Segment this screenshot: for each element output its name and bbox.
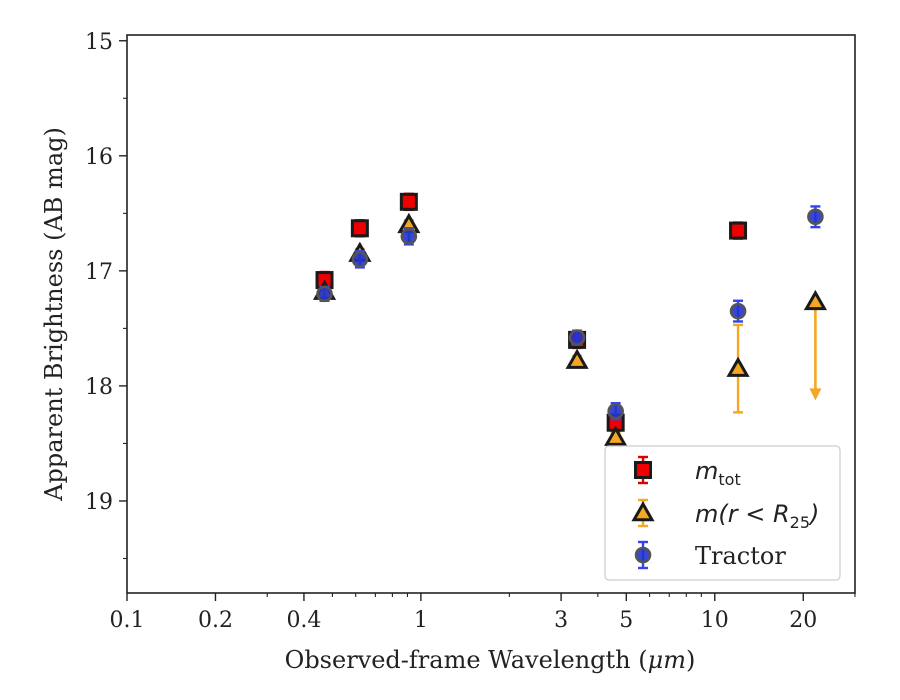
data-point-circle — [351, 251, 369, 268]
x-tick-label: 0.4 — [286, 608, 321, 633]
x-tick-label: 3 — [554, 608, 568, 633]
data-point-triangle — [726, 356, 750, 377]
y-tick-label: 18 — [85, 375, 113, 400]
x-tick-label: 10 — [701, 608, 729, 633]
data-point-circle — [634, 546, 652, 564]
y-tick-label: 17 — [85, 260, 113, 285]
data-point-triangle — [803, 289, 827, 311]
x-axis-label: Observed-frame Wavelength (μm) — [285, 646, 696, 674]
x-tick-label: 0.1 — [110, 608, 145, 633]
data-point-circle — [400, 228, 418, 245]
x-tick-label: 5 — [619, 608, 633, 633]
data-point-square — [729, 221, 748, 240]
data-point-triangle — [565, 348, 589, 369]
data-point-square — [399, 192, 418, 211]
series-mr25 — [312, 212, 827, 446]
data-point-square — [350, 219, 369, 238]
data-point-circle — [607, 402, 624, 420]
data-point-square — [634, 461, 652, 479]
y-axis-label: Apparent Brightness (AB mag) — [40, 127, 68, 502]
data-point-circle — [316, 285, 333, 303]
data-point-circle — [729, 302, 747, 320]
legend-box — [604, 445, 841, 581]
y-tick-label: 16 — [85, 145, 113, 170]
series-tractor — [316, 205, 824, 421]
data-point-circle — [568, 329, 586, 346]
x-tick-label: 20 — [789, 608, 817, 633]
data-point-circle — [807, 208, 824, 226]
upper-limit-arrow — [809, 388, 822, 401]
legend-label-mtot: mtot — [695, 457, 741, 489]
data-point-triangle — [631, 500, 655, 522]
series-mtot — [315, 192, 748, 432]
legend-label-mr25: m(r < R25) — [695, 500, 819, 532]
y-tick-label: 19 — [85, 490, 113, 515]
plot-frame — [126, 34, 856, 594]
x-tick-label: 1 — [414, 608, 428, 633]
legend-label-tractor: Tractor — [695, 542, 786, 570]
x-tick-label: 0.2 — [198, 608, 233, 633]
y-tick-label: 15 — [85, 30, 113, 55]
data-point-triangle — [604, 425, 628, 446]
